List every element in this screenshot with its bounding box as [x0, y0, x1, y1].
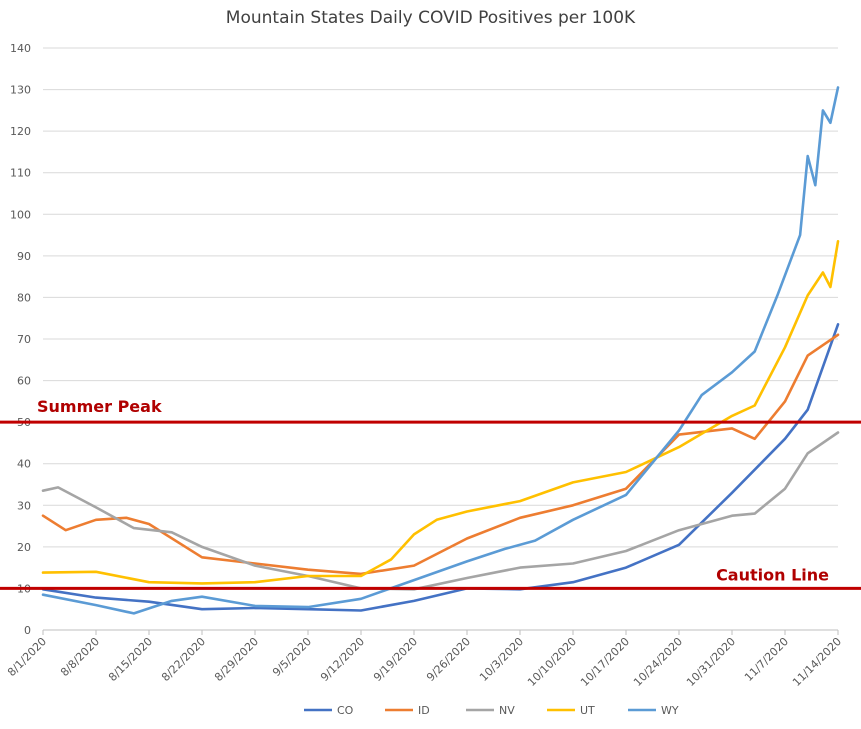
x-tick-label: 9/12/2020: [318, 635, 367, 684]
y-tick-label: 0: [24, 624, 31, 637]
x-tick-label: 11/14/2020: [790, 635, 844, 689]
y-tick-label: 90: [17, 250, 31, 263]
legend-label: UT: [580, 704, 595, 717]
reference-line-label: Summer Peak: [37, 397, 162, 416]
series-line-nv: [41, 431, 840, 591]
y-tick-label: 130: [10, 84, 31, 97]
series-line-wy: [41, 86, 840, 615]
legend: CO ID NV UT WY: [304, 704, 679, 717]
x-tick-label: 10/10/2020: [525, 635, 579, 689]
y-tick-label: 60: [17, 375, 31, 388]
gridlines: [43, 47, 838, 631]
y-tick-label: 80: [17, 291, 31, 304]
x-tick-label: 9/19/2020: [371, 635, 420, 684]
x-tick-label: 8/1/2020: [5, 635, 49, 679]
x-tick-label: 10/31/2020: [684, 635, 738, 689]
x-tick-label: 8/22/2020: [159, 635, 208, 684]
series-lines: [41, 86, 840, 615]
series-line-ut: [41, 240, 840, 585]
x-tick-label: 9/5/2020: [270, 635, 314, 679]
y-tick-label: 140: [10, 42, 31, 55]
legend-label: ID: [418, 704, 430, 717]
y-tick-label: 100: [10, 208, 31, 221]
legend-label: NV: [499, 704, 515, 717]
y-tick-label: 70: [17, 333, 31, 346]
y-tick-label: 30: [17, 499, 31, 512]
y-tick-label: 110: [10, 167, 31, 180]
x-tick-label: 10/17/2020: [578, 635, 632, 689]
y-tick-label: 20: [17, 541, 31, 554]
x-tick-label: 9/26/2020: [424, 635, 473, 684]
y-axis-ticks: 0102030405060708090100110120130140: [10, 42, 31, 637]
y-tick-label: 120: [10, 125, 31, 138]
x-tick-label: 11/7/2020: [742, 635, 791, 684]
chart-title: Mountain States Daily COVID Positives pe…: [225, 8, 636, 28]
legend-label: WY: [661, 704, 679, 717]
x-axis-ticks: 8/1/2020 8/8/2020 8/15/2020 8/22/2020 8/29/2…: [5, 630, 844, 689]
reference-line-label: Caution Line: [716, 565, 829, 584]
reference-lines: Summer Peak Caution Line: [0, 397, 861, 590]
legend-label: CO: [337, 704, 354, 717]
x-tick-label: 8/29/2020: [212, 635, 261, 684]
series-line-id: [41, 333, 840, 576]
y-tick-label: 40: [17, 458, 31, 471]
x-tick-label: 8/15/2020: [106, 635, 155, 684]
x-tick-label: 10/3/2020: [477, 635, 526, 684]
x-tick-label: 8/8/2020: [58, 635, 102, 679]
x-tick-label: 10/24/2020: [631, 635, 685, 689]
